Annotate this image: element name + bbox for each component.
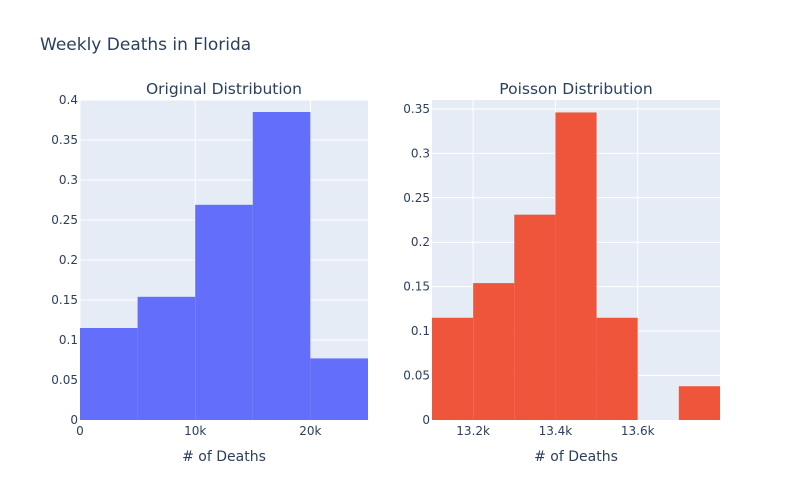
y-tick-label: 0 — [422, 413, 430, 427]
histogram-bar[interactable] — [432, 317, 474, 420]
histogram-bar[interactable] — [310, 358, 368, 420]
x-tick-label: 0 — [76, 424, 84, 438]
x-axis-label-poisson: # of Deaths — [534, 449, 618, 465]
y-tick-label: 0.35 — [51, 133, 78, 147]
histogram-bar[interactable] — [596, 317, 638, 420]
histogram-bar[interactable] — [195, 204, 253, 420]
x-tick-label: 13.6k — [621, 424, 655, 438]
y-tick-label: 0.05 — [51, 373, 78, 387]
subplot-poisson: 0 0.05 0.1 0.15 0.2 0.25 0.3 0.35 13.2k 13.4k 13.6… — [403, 80, 720, 465]
y-tick-label: 0.1 — [59, 333, 78, 347]
subplot-title-original: Original Distribution — [146, 80, 302, 98]
x-tick-label: 20k — [299, 424, 321, 438]
x-tick-label: 13.2k — [456, 424, 490, 438]
subplot-original: 0 0.05 0.1 0.15 0.2 0.25 0.3 0.35 0.4 0 10k 20k Ori… — [51, 80, 368, 465]
y-tick-label: 0.3 — [59, 173, 78, 187]
y-tick-label: 0.15 — [403, 280, 430, 294]
histogram-bar[interactable] — [514, 214, 556, 420]
y-tick-label: 0.4 — [59, 93, 78, 107]
plot-layer-poisson: 0 0.05 0.1 0.15 0.2 0.25 0.3 0.35 13.2k 13.4k 13.6… — [403, 100, 720, 438]
y-tick-label: 0.2 — [411, 235, 430, 249]
histogram-bar[interactable] — [678, 386, 720, 420]
x-tick-label: 13.4k — [539, 424, 573, 438]
y-tick-label: 0.2 — [59, 253, 78, 267]
x-tick-label: 10k — [184, 424, 206, 438]
y-tick-label: 0.25 — [51, 213, 78, 227]
y-tick-label: 0.25 — [403, 191, 430, 205]
histogram-bar[interactable] — [80, 328, 138, 420]
chart-title: Weekly Deaths in Florida — [40, 35, 251, 55]
histogram-bar[interactable] — [555, 112, 597, 420]
y-tick-label: 0.05 — [403, 369, 430, 383]
y-tick-label: 0.15 — [51, 293, 78, 307]
y-tick-label: 0 — [70, 413, 78, 427]
histogram-bar[interactable] — [473, 283, 515, 420]
plot-layer-original: 0 0.05 0.1 0.15 0.2 0.25 0.3 0.35 0.4 0 10k 20k — [51, 93, 368, 438]
y-tick-label: 0.1 — [411, 324, 430, 338]
y-tick-label: 0.35 — [403, 102, 430, 116]
histogram-bar[interactable] — [137, 296, 196, 420]
y-tick-label: 0.3 — [411, 146, 430, 160]
subplot-title-poisson: Poisson Distribution — [499, 80, 652, 98]
histogram-bar[interactable] — [252, 112, 311, 420]
x-axis-label-original: # of Deaths — [182, 449, 266, 465]
